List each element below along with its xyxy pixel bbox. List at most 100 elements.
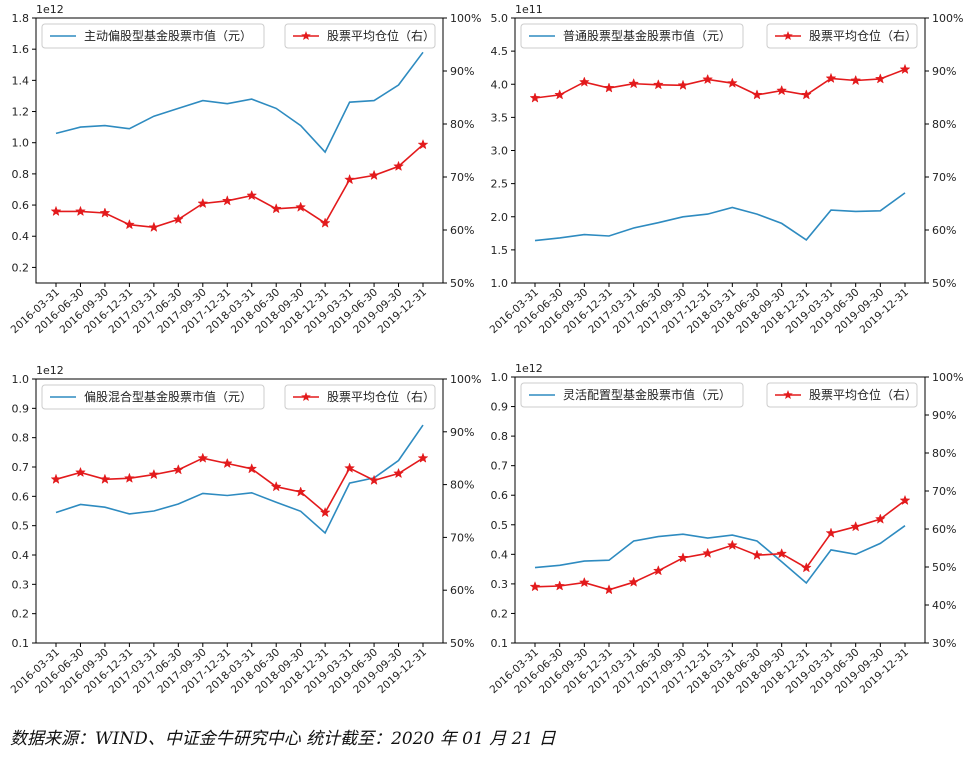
right-tick-label: 50%: [932, 277, 956, 290]
position-marker: [417, 452, 429, 463]
position-marker: [628, 576, 640, 587]
position-marker: [75, 466, 86, 478]
right-tick-label: 100%: [932, 12, 963, 25]
legend-label: 灵活配置型基金股票市值（元）: [563, 387, 731, 402]
position-marker: [319, 217, 331, 228]
left-tick-label: 1.5: [491, 244, 509, 257]
axis-exponent: 1e12: [515, 362, 543, 375]
right-tick-label: 60%: [450, 584, 474, 597]
legend-box: [41, 384, 265, 410]
position-marker: [751, 89, 763, 100]
right-tick-label: 100%: [450, 373, 481, 386]
right-tick-label: 50%: [450, 277, 474, 290]
position-marker: [221, 195, 233, 206]
position-marker: [850, 74, 862, 86]
left-tick-label: 1.0: [12, 137, 30, 150]
legend-box: [520, 23, 744, 49]
legend-left-series: 普通股票型基金股票市值（元）: [520, 23, 744, 49]
left-tick-label: 0.1: [491, 637, 509, 650]
position-marker: [652, 565, 664, 576]
legend-left-series: 偏股混合型基金股票市值（元）: [41, 384, 265, 410]
position-marker: [603, 82, 615, 93]
left-tick-label: 4.0: [491, 78, 509, 91]
right-tick-label: 60%: [932, 224, 956, 237]
left-tick-label: 0.2: [491, 607, 509, 620]
right-tick-label: 50%: [932, 561, 956, 574]
legend-label: 普通股票型基金股票市值（元）: [563, 28, 731, 43]
position-marker: [825, 527, 837, 538]
position-marker: [393, 467, 404, 479]
left-tick-label: 5.0: [491, 12, 509, 25]
series-line-position: [56, 144, 424, 229]
position-marker: [751, 549, 763, 560]
series-line-position: [534, 68, 906, 99]
position-marker: [368, 474, 380, 485]
position-marker: [99, 207, 111, 218]
position-marker: [776, 547, 788, 559]
series-line-market-value: [55, 51, 424, 154]
series-line-position: [534, 499, 906, 591]
right-tick-label: 70%: [450, 531, 474, 544]
position-marker: [197, 452, 209, 463]
position-marker: [529, 581, 541, 592]
left-tick-label: 2.0: [491, 211, 509, 224]
legend-label: 股票平均仓位（右）: [327, 389, 435, 404]
position-marker: [800, 562, 812, 573]
position-marker: [554, 89, 566, 100]
position-marker: [148, 468, 160, 480]
position-marker: [578, 76, 590, 87]
left-tick-label: 2.5: [491, 178, 509, 191]
legend-box: [766, 382, 918, 408]
right-tick-label: 40%: [932, 599, 956, 612]
position-marker: [344, 173, 356, 185]
position-marker: [628, 77, 640, 89]
position-marker: [578, 576, 590, 588]
right-tick-label: 80%: [450, 118, 474, 131]
position-marker: [702, 73, 714, 85]
left-tick-label: 0.6: [12, 199, 30, 212]
left-tick-label: 0.6: [491, 489, 509, 502]
plot-frame: [514, 376, 926, 644]
position-marker: [417, 138, 429, 150]
legend-box: [41, 23, 265, 49]
legend-box: [284, 23, 436, 49]
position-marker: [529, 92, 541, 103]
position-marker: [172, 213, 184, 224]
legend-left-series: 灵活配置型基金股票市值（元）: [520, 382, 744, 408]
legend-label: 股票平均仓位（右）: [809, 387, 917, 402]
left-tick-label: 0.8: [12, 168, 30, 181]
right-tick-label: 90%: [932, 409, 956, 422]
axis-exponent: 1e12: [36, 3, 64, 16]
right-tick-label: 100%: [932, 371, 963, 384]
position-marker: [99, 473, 111, 484]
legend-star-icon: [301, 392, 311, 401]
chart-panel-1: 0.2 0.4 0.6 0.8 1.0 1.2 1.4 1.6 1.8 1e12 50% 60% 70%…: [9, 3, 482, 336]
left-tick-label: 1.0: [491, 277, 509, 290]
right-tick-label: 60%: [932, 523, 956, 536]
position-marker: [50, 205, 62, 217]
position-marker: [850, 520, 862, 532]
plot-frame: [35, 378, 444, 644]
left-tick-label: 1.2: [12, 106, 30, 119]
position-marker: [393, 160, 404, 171]
position-marker: [295, 486, 307, 497]
right-tick-label: 90%: [450, 426, 474, 439]
position-marker: [800, 89, 812, 100]
axis-exponent: 1e11: [515, 3, 543, 16]
left-tick-label: 1.8: [12, 12, 30, 25]
left-tick-label: 1.6: [12, 43, 30, 56]
right-tick-label: 80%: [450, 479, 474, 492]
right-tick-label: 60%: [450, 224, 474, 237]
left-tick-label: 0.8: [491, 430, 509, 443]
legend-label: 主动偏股型基金股票市值（元）: [84, 28, 252, 43]
axis-exponent: 1e12: [36, 364, 64, 377]
left-tick-label: 0.9: [12, 402, 30, 415]
legend-star-icon: [301, 31, 311, 40]
left-tick-label: 0.6: [12, 490, 30, 503]
position-marker: [148, 221, 160, 232]
legend-right-series: 股票平均仓位（右）: [766, 382, 918, 408]
legend-box: [284, 384, 436, 410]
position-marker: [677, 552, 689, 563]
position-marker: [899, 63, 911, 75]
